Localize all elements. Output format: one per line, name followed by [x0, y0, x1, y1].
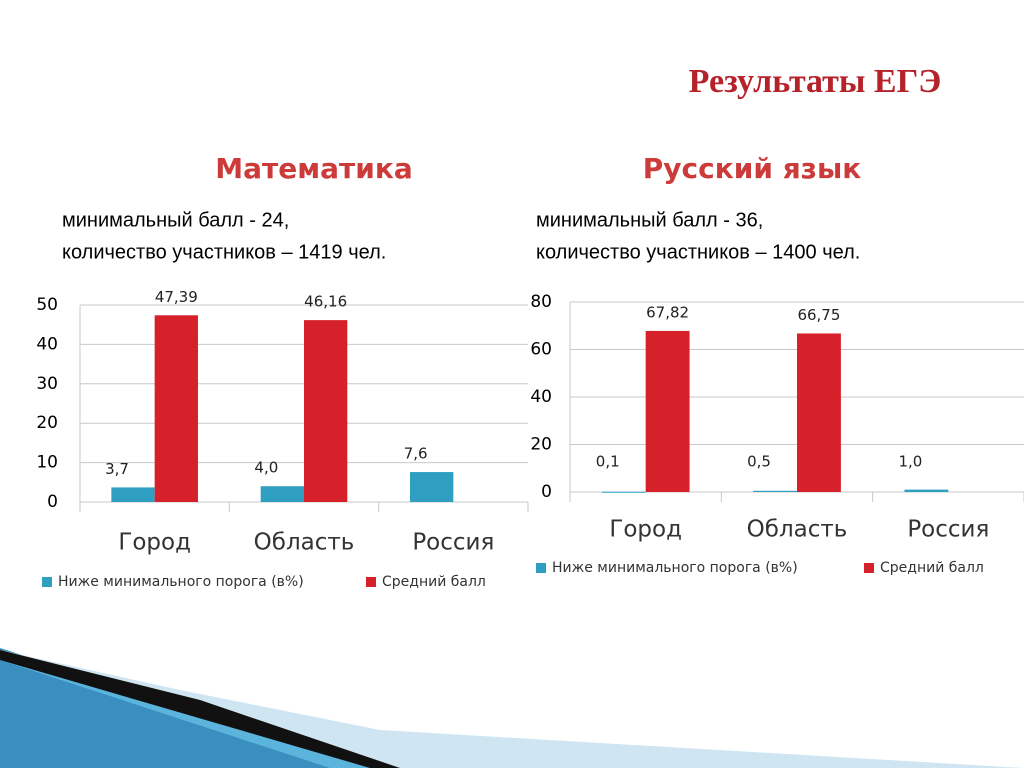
chart-title: Русский язык — [643, 152, 862, 185]
y-tick-label: 60 — [530, 340, 552, 360]
legend-swatch — [536, 563, 546, 573]
x-tick-label: Область — [254, 530, 355, 556]
y-tick-label: 0 — [47, 492, 58, 512]
y-tick-label: 80 — [530, 292, 552, 312]
legend-label: Ниже минимального порога (в%) — [58, 574, 304, 590]
bar — [154, 315, 198, 502]
data-label: 46,16 — [304, 293, 347, 311]
data-label: 4,0 — [254, 459, 278, 477]
data-label: 47,39 — [155, 288, 198, 306]
bar — [904, 489, 949, 492]
data-label: 3,7 — [105, 460, 129, 478]
y-tick-label: 10 — [36, 453, 58, 473]
x-tick-label: Россия — [907, 517, 989, 543]
note: минимальный балл - 36, — [536, 209, 763, 231]
note: количество участников – 1400 чел. — [536, 241, 860, 263]
data-label: 0,1 — [596, 453, 620, 471]
note: количество участников – 1419 чел. — [62, 241, 386, 263]
x-tick-label: Россия — [412, 530, 494, 556]
y-tick-label: 30 — [36, 374, 58, 394]
legend-label: Средний балл — [880, 560, 984, 576]
legend-swatch — [366, 577, 376, 587]
note: минимальный балл - 24, — [62, 209, 289, 231]
bar — [645, 330, 690, 492]
chart-title: Математика — [215, 152, 413, 185]
y-tick-label: 40 — [36, 334, 58, 354]
y-tick-label: 40 — [530, 387, 552, 407]
y-tick-label: 50 — [36, 295, 58, 315]
data-label: 7,6 — [404, 445, 428, 463]
legend-swatch — [864, 563, 874, 573]
x-tick-label: Город — [118, 530, 191, 556]
bar — [601, 491, 646, 493]
data-label: 0,5 — [747, 453, 771, 471]
x-tick-label: Область — [747, 517, 848, 543]
data-label: 66,75 — [797, 306, 840, 324]
data-label: 67,82 — [646, 303, 689, 321]
bar — [797, 333, 841, 492]
bar — [753, 490, 797, 492]
legend-label: Ниже минимального порога (в%) — [552, 560, 798, 576]
legend-swatch — [42, 577, 52, 587]
bar — [260, 486, 304, 502]
y-tick-label: 20 — [530, 435, 552, 455]
slide-title: Результаты ЕГЭ — [689, 63, 942, 100]
bar — [304, 320, 348, 502]
decor — [0, 650, 400, 768]
data-label: 1,0 — [898, 453, 922, 471]
bar — [111, 487, 155, 502]
y-tick-label: 0 — [541, 482, 552, 502]
y-tick-label: 20 — [36, 413, 58, 433]
x-tick-label: Город — [609, 517, 682, 543]
bar — [410, 472, 454, 502]
legend-label: Средний балл — [382, 574, 486, 590]
